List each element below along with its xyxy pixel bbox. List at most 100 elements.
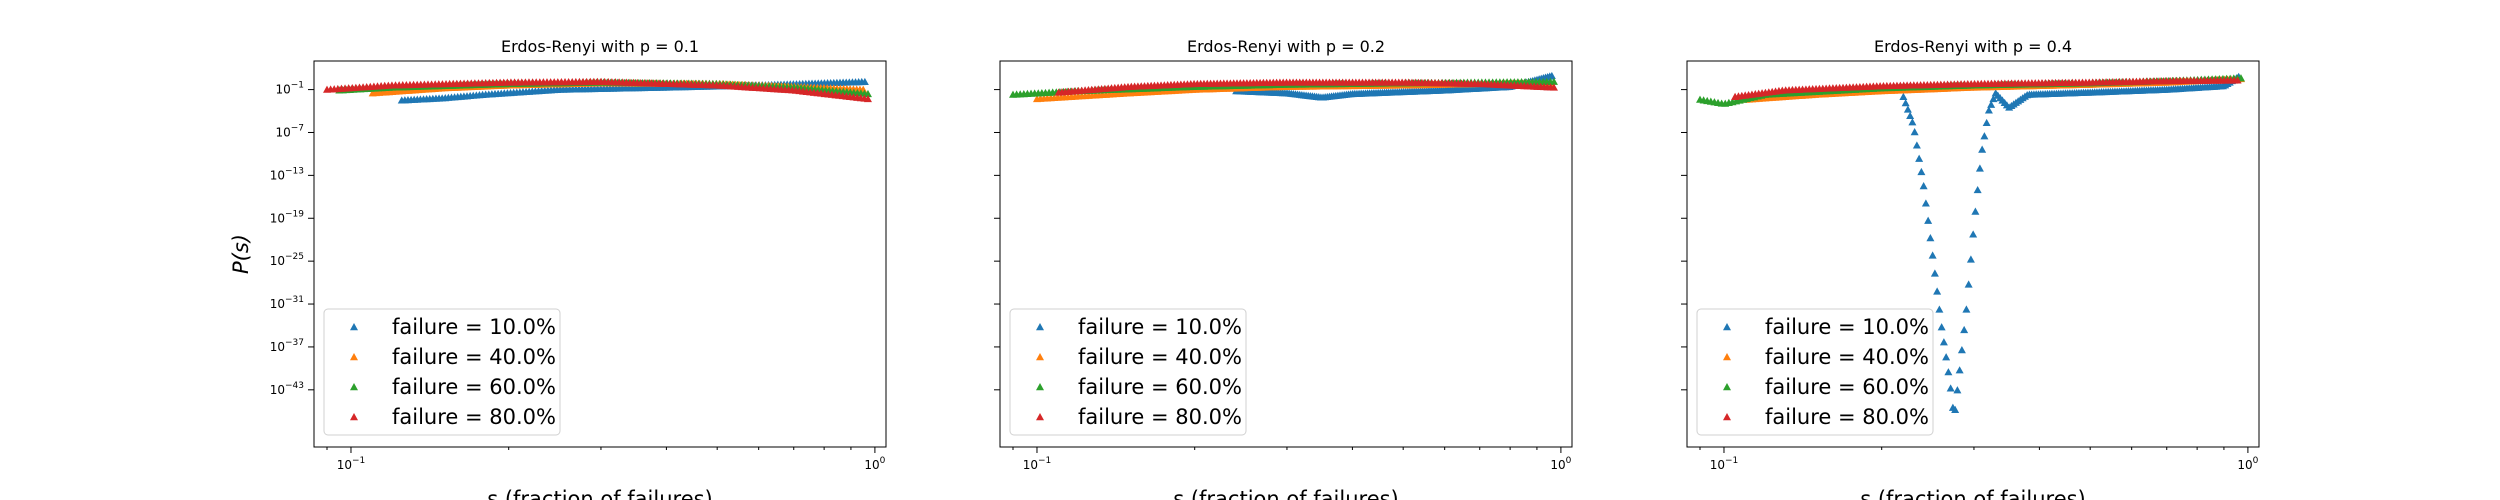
plot-area — [323, 77, 872, 104]
legend-label: failure = 40.0% — [392, 345, 556, 369]
legend-entry: failure = 10.0% — [1036, 315, 1242, 339]
data-point — [1939, 338, 1948, 346]
legend-marker — [1723, 383, 1731, 391]
x-axis-label: s (fraction of failures) — [487, 487, 713, 500]
legend-label: failure = 60.0% — [1078, 375, 1242, 399]
data-point — [1989, 94, 1998, 103]
y-axis-label: P(s) — [229, 234, 253, 274]
x-tick-label: 100 — [1550, 456, 1571, 472]
data-point — [1928, 251, 1937, 259]
y-tick-label: 10−19 — [270, 209, 305, 225]
legend-box — [1009, 308, 1247, 436]
legend-entry: failure = 40.0% — [1036, 345, 1242, 369]
series-1 — [1232, 71, 1556, 101]
y-tick-label: 10−37 — [270, 338, 304, 354]
data-point — [1921, 199, 1930, 207]
y-tick-label: 10−25 — [270, 252, 304, 268]
data-point — [1946, 384, 1955, 392]
y-tick-label: 10−7 — [275, 123, 304, 139]
subplot-title: Erdos-Renyi with p = 0.1 — [501, 37, 699, 56]
x-tick-label: 10−1 — [1710, 456, 1739, 472]
data-point — [1980, 132, 1989, 140]
legend: failure = 10.0% failure = 40.0% failure = … — [323, 308, 561, 436]
subplot-2: Erdos-Renyi with p = 0.2 10−1 100 s (fracti… — [994, 37, 1573, 500]
x-tick-label: 10−1 — [1023, 456, 1052, 472]
legend-marker — [1036, 323, 1044, 331]
legend-entry: failure = 60.0% — [1036, 375, 1242, 399]
data-point — [1547, 71, 1556, 80]
axes-frame — [1686, 60, 2260, 448]
legend-box — [1696, 308, 1934, 436]
data-point — [1933, 287, 1942, 295]
data-point — [1930, 269, 1939, 277]
data-point — [1901, 99, 1910, 107]
x-tick-label: 100 — [2237, 456, 2258, 472]
series-4 — [1054, 78, 1558, 96]
legend-label: failure = 80.0% — [1765, 405, 1929, 429]
data-point — [1960, 325, 1969, 334]
data-point — [1899, 92, 1908, 100]
data-point — [863, 89, 872, 98]
data-point — [1975, 164, 1984, 172]
y-tick-label: 10−31 — [270, 295, 304, 311]
series-4 — [1731, 76, 2242, 100]
data-point — [1984, 106, 1993, 114]
data-point — [1549, 77, 1558, 85]
legend-marker — [1723, 413, 1731, 421]
subplot-1: Erdos-Renyi with p = 0.1 10−1 100 10−1 10−7 1… — [229, 37, 887, 500]
data-point — [1969, 230, 1978, 238]
x-axis-label: s (fraction of failures) — [1173, 487, 1399, 500]
legend: failure = 10.0% failure = 40.0% failure = … — [1009, 308, 1247, 436]
data-point — [1987, 100, 1996, 108]
data-point — [863, 94, 872, 103]
subplot-title: Erdos-Renyi with p = 0.4 — [1874, 37, 2072, 56]
legend-entry: failure = 60.0% — [350, 375, 556, 399]
x-axis-label: s (fraction of failures) — [1860, 487, 2086, 500]
legend-label: failure = 80.0% — [392, 405, 556, 429]
y-tick-label: 10−43 — [270, 381, 304, 397]
legend-marker — [1036, 413, 1044, 421]
data-point — [1955, 366, 1964, 374]
data-point — [1944, 368, 1953, 376]
legend-label: failure = 80.0% — [1078, 405, 1242, 429]
legend-marker — [350, 413, 358, 421]
plot-area — [1009, 71, 1558, 103]
x-tick-label: 10−1 — [337, 456, 366, 472]
legend-marker — [1723, 353, 1731, 361]
data-point — [1908, 118, 1917, 126]
data-point — [1924, 216, 1933, 224]
data-point — [1966, 255, 1975, 263]
legend-marker — [350, 323, 358, 331]
plot-area — [1696, 72, 2245, 413]
data-point — [1953, 386, 1962, 394]
data-point — [1964, 280, 1973, 288]
data-point — [1973, 185, 1982, 194]
data-point — [1549, 83, 1558, 91]
data-point — [1978, 145, 1987, 153]
legend-marker — [350, 353, 358, 361]
subplot-3: Erdos-Renyi with p = 0.4 10−1 100 s (fracti… — [1681, 37, 2260, 500]
legend-marker — [1723, 323, 1731, 331]
legend-marker — [350, 383, 358, 391]
legend-label: failure = 60.0% — [392, 375, 556, 399]
legend-label: failure = 10.0% — [1078, 315, 1242, 339]
data-point — [1917, 167, 1926, 176]
subplot-title: Erdos-Renyi with p = 0.2 — [1187, 37, 1385, 56]
legend-marker — [1036, 353, 1044, 361]
legend: failure = 10.0% failure = 40.0% failure = … — [1696, 308, 1934, 436]
x-tick-label: 100 — [864, 456, 885, 472]
series-4 — [323, 77, 872, 103]
series-1 — [1899, 72, 2243, 413]
data-point — [1906, 111, 1915, 120]
data-point — [1957, 346, 1966, 354]
legend-label: failure = 10.0% — [392, 315, 556, 339]
legend-entry: failure = 80.0% — [1723, 405, 1929, 429]
axes-frame — [313, 60, 887, 448]
data-point — [1935, 305, 1944, 313]
data-point — [2233, 76, 2242, 84]
legend-label: failure = 40.0% — [1765, 345, 1929, 369]
data-point — [1926, 233, 1935, 242]
legend-entry: failure = 10.0% — [1723, 315, 1929, 339]
data-point — [1919, 182, 1928, 190]
